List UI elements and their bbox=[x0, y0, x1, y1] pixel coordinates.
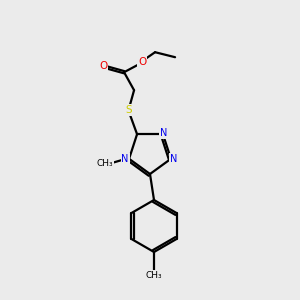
Text: O: O bbox=[138, 57, 146, 67]
Text: CH₃: CH₃ bbox=[146, 271, 162, 280]
Text: N: N bbox=[160, 128, 168, 138]
Text: O: O bbox=[99, 61, 107, 71]
Text: S: S bbox=[126, 105, 132, 115]
Text: N: N bbox=[170, 154, 178, 164]
Text: N: N bbox=[122, 154, 129, 164]
Text: CH₃: CH₃ bbox=[97, 159, 113, 168]
